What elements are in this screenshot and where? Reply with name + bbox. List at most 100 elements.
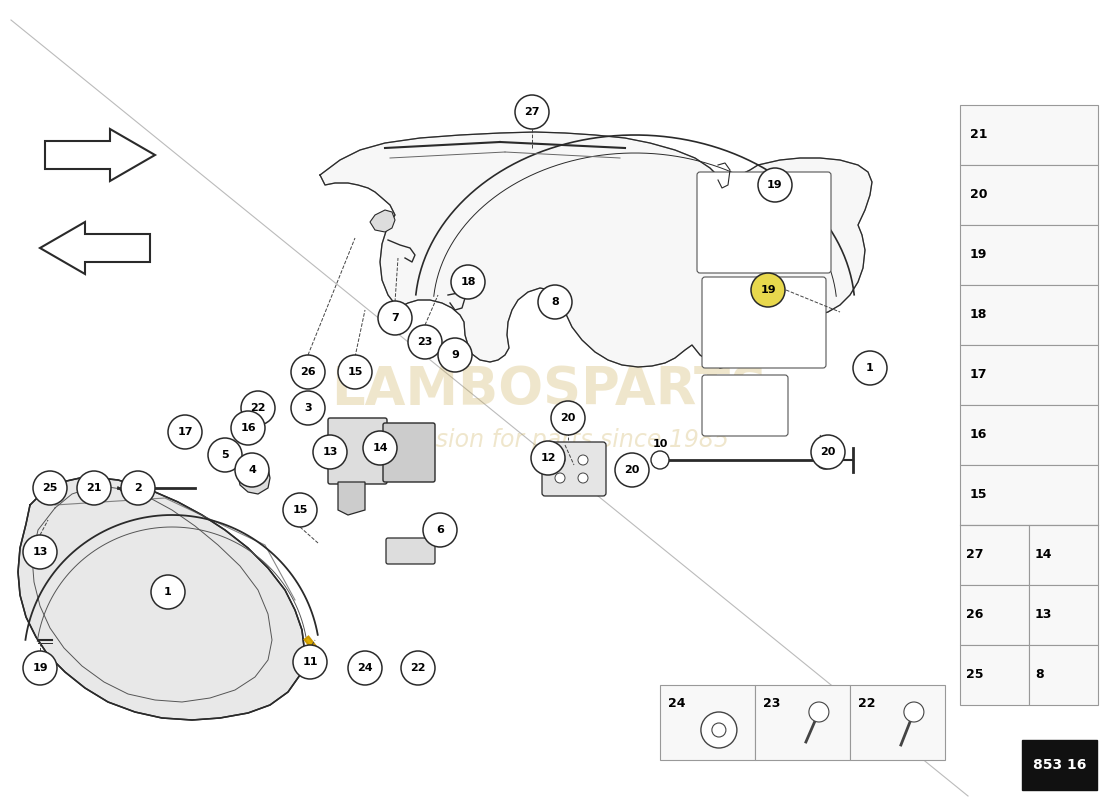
Text: 27: 27 [966,549,983,562]
Text: 2: 2 [134,483,142,493]
Text: 8: 8 [1035,669,1044,682]
Text: 19: 19 [970,249,988,262]
Circle shape [77,471,111,505]
Text: 13: 13 [322,447,338,457]
Text: 8: 8 [551,297,559,307]
Polygon shape [370,210,395,232]
FancyBboxPatch shape [960,465,1098,525]
Text: 26: 26 [966,609,983,622]
FancyBboxPatch shape [383,423,434,482]
FancyBboxPatch shape [702,277,826,368]
Text: 18: 18 [970,309,988,322]
FancyBboxPatch shape [702,375,788,436]
Circle shape [121,471,155,505]
Text: 12: 12 [540,453,556,463]
Text: LAMBOSPARTS: LAMBOSPARTS [331,364,769,416]
Text: 21: 21 [970,129,988,142]
Circle shape [578,473,588,483]
Circle shape [615,453,649,487]
Text: 25: 25 [966,669,983,682]
Text: 21: 21 [86,483,101,493]
Circle shape [538,285,572,319]
Circle shape [651,451,669,469]
Polygon shape [40,222,150,274]
Text: a passion for parts since 1985: a passion for parts since 1985 [372,428,728,452]
Text: 24: 24 [358,663,373,673]
Circle shape [241,391,275,425]
Text: 27: 27 [525,107,540,117]
Text: 3: 3 [305,403,311,413]
Polygon shape [320,132,872,368]
Text: 1: 1 [164,587,172,597]
Circle shape [363,431,397,465]
Circle shape [712,723,726,737]
Polygon shape [18,478,305,720]
Circle shape [531,441,565,475]
Text: 20: 20 [970,189,988,202]
Text: 20: 20 [625,465,640,475]
Circle shape [151,575,185,609]
Text: 1: 1 [866,363,873,373]
Text: 25: 25 [42,483,57,493]
Circle shape [338,355,372,389]
FancyBboxPatch shape [1022,740,1097,790]
FancyBboxPatch shape [386,538,434,564]
FancyBboxPatch shape [1028,645,1098,705]
Circle shape [292,355,324,389]
Circle shape [578,455,588,465]
Text: 19: 19 [32,663,47,673]
Circle shape [408,325,442,359]
Circle shape [811,435,845,469]
Text: 17: 17 [970,369,988,382]
Text: 22: 22 [251,403,266,413]
Text: 16: 16 [240,423,256,433]
Text: 22: 22 [858,697,876,710]
Circle shape [283,493,317,527]
Text: 14: 14 [372,443,388,453]
Text: 17: 17 [177,427,192,437]
Circle shape [556,473,565,483]
FancyBboxPatch shape [850,685,945,760]
Circle shape [235,453,270,487]
FancyBboxPatch shape [1028,585,1098,645]
Text: 6: 6 [436,525,444,535]
Text: 10: 10 [652,439,668,449]
Text: 9: 9 [451,350,459,360]
Text: 19: 19 [760,285,775,295]
Circle shape [438,338,472,372]
Text: 19: 19 [767,180,783,190]
FancyBboxPatch shape [542,442,606,496]
Circle shape [23,651,57,685]
Text: 23: 23 [417,337,432,347]
Text: 7: 7 [392,313,399,323]
Circle shape [402,651,434,685]
Text: 20: 20 [560,413,575,423]
Circle shape [168,415,202,449]
FancyBboxPatch shape [960,585,1028,645]
FancyBboxPatch shape [960,105,1098,165]
Text: 13: 13 [1035,609,1053,622]
Circle shape [816,451,834,469]
FancyBboxPatch shape [960,285,1098,345]
Circle shape [314,435,346,469]
Text: 14: 14 [1035,549,1053,562]
Circle shape [424,513,456,547]
Circle shape [292,391,324,425]
FancyBboxPatch shape [960,405,1098,465]
Text: 24: 24 [668,697,685,710]
Circle shape [556,455,565,465]
Circle shape [758,168,792,202]
Text: 15: 15 [348,367,363,377]
Polygon shape [338,482,365,515]
Text: 4: 4 [249,465,256,475]
Circle shape [378,301,412,335]
Circle shape [293,645,327,679]
FancyBboxPatch shape [960,645,1028,705]
FancyBboxPatch shape [660,685,755,760]
Circle shape [33,471,67,505]
Text: 15: 15 [293,505,308,515]
Text: 853 16: 853 16 [1033,758,1086,772]
Text: 11: 11 [302,657,318,667]
Circle shape [348,651,382,685]
Text: 5: 5 [221,450,229,460]
